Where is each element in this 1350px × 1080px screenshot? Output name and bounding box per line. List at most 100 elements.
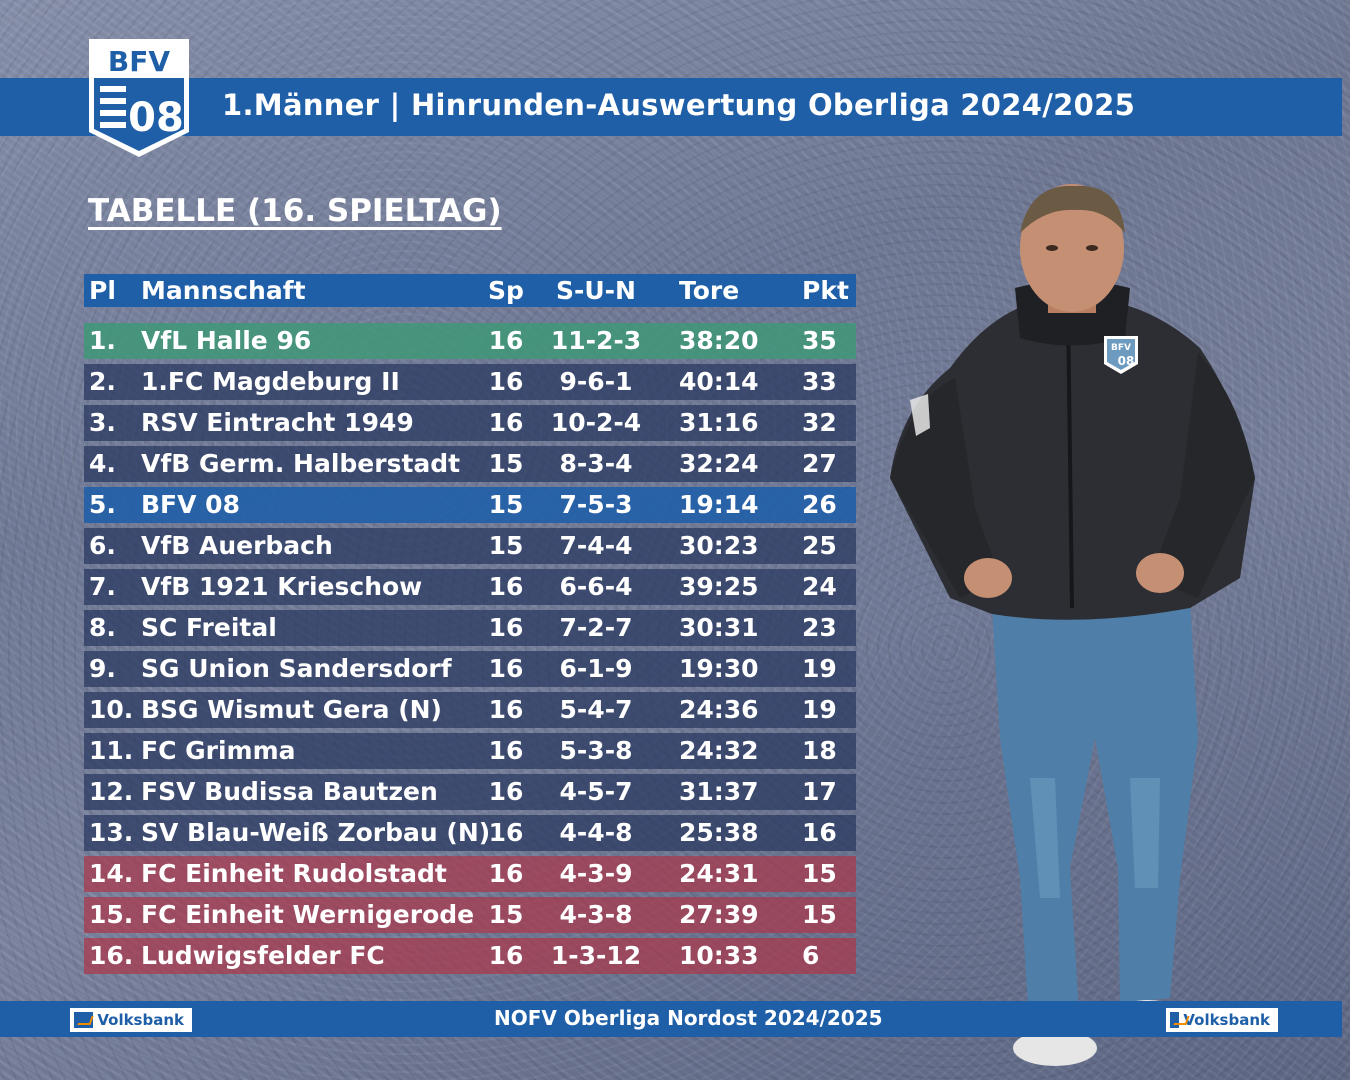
col-header-tore: Tore <box>679 276 740 305</box>
table-row: 11. FC Grimma 16 5-3-8 24:32 18 <box>84 733 856 769</box>
cell-sp: 15 <box>488 449 524 478</box>
jacket-badge-bottom: 08 <box>1118 354 1135 368</box>
table-row: 1. VfL Halle 96 16 11-2-3 38:20 35 <box>84 323 856 359</box>
col-header-sp: Sp <box>488 276 524 305</box>
cell-pl: 9. <box>89 654 116 683</box>
cell-sp: 16 <box>488 695 524 724</box>
table-row: 9. SG Union Sandersdorf 16 6-1-9 19:30 19 <box>84 651 856 687</box>
cell-tore: 10:33 <box>679 941 759 970</box>
volksbank-icon <box>1170 1012 1180 1028</box>
cell-team: BFV 08 <box>141 490 240 519</box>
cell-team: FC Grimma <box>141 736 296 765</box>
cell-team: Ludwigsfelder FC <box>141 941 385 970</box>
cell-pl: 12. <box>89 777 134 806</box>
table-row: 15. FC Einheit Wernigerode 15 4-3-8 27:39 15 <box>84 897 856 933</box>
cell-team: 1.FC Magdeburg II <box>141 367 400 396</box>
cell-team: BSG Wismut Gera (N) <box>141 695 442 724</box>
cell-pkt: 17 <box>802 777 837 806</box>
cell-team: SG Union Sandersdorf <box>141 654 452 683</box>
cell-pl: 10. <box>89 695 134 724</box>
table-row: 5. BFV 08 15 7-5-3 19:14 26 <box>84 487 856 523</box>
cell-sun: 11-2-3 <box>550 326 642 355</box>
cell-team: FC Einheit Wernigerode <box>141 900 475 929</box>
cell-pkt: 6 <box>802 941 820 970</box>
cell-sun: 7-5-3 <box>559 490 633 519</box>
cell-sp: 15 <box>488 900 524 929</box>
sponsor-logo-right: Volksbank <box>1166 1008 1278 1032</box>
cell-team: VfL Halle 96 <box>141 326 312 355</box>
cell-sun: 6-1-9 <box>559 654 633 683</box>
cell-team: VfB Auerbach <box>141 531 333 560</box>
coach-photo: BFV 08 <box>890 184 1255 1066</box>
cell-pkt: 32 <box>802 408 837 437</box>
cell-tore: 30:23 <box>679 531 759 560</box>
col-header-pkt: Pkt <box>802 276 849 305</box>
cell-sp: 15 <box>488 531 524 560</box>
table-row: 7. VfB 1921 Krieschow 16 6-6-4 39:25 24 <box>84 569 856 605</box>
cell-pl: 11. <box>89 736 134 765</box>
cell-pkt: 19 <box>802 654 837 683</box>
cell-team: FC Einheit Rudolstadt <box>141 859 447 888</box>
cell-pkt: 15 <box>802 900 837 929</box>
cell-pl: 15. <box>89 900 134 929</box>
logo-text-top: BFV <box>108 45 170 78</box>
cell-team: RSV Eintracht 1949 <box>141 408 414 437</box>
cell-sp: 16 <box>488 367 524 396</box>
cell-pl: 1. <box>89 326 116 355</box>
cell-pkt: 24 <box>802 572 837 601</box>
cell-tore: 27:39 <box>679 900 759 929</box>
sponsor-left-label: Volksbank <box>97 1011 184 1029</box>
cell-sun: 10-2-4 <box>550 408 642 437</box>
cell-pkt: 16 <box>802 818 837 847</box>
table-row: 12. FSV Budissa Bautzen 16 4-5-7 31:37 17 <box>84 774 856 810</box>
cell-sun: 5-4-7 <box>559 695 633 724</box>
cell-sun: 9-6-1 <box>559 367 633 396</box>
cell-sp: 16 <box>488 941 524 970</box>
cell-sp: 16 <box>488 613 524 642</box>
cell-tore: 38:20 <box>679 326 759 355</box>
cell-pkt: 18 <box>802 736 837 765</box>
cell-pl: 6. <box>89 531 116 560</box>
jacket-badge: BFV 08 <box>1104 336 1138 374</box>
volksbank-icon <box>74 1012 94 1028</box>
cell-tore: 31:37 <box>679 777 759 806</box>
cell-sp: 15 <box>488 490 524 519</box>
cell-pkt: 35 <box>802 326 837 355</box>
cell-pl: 7. <box>89 572 116 601</box>
page-title: 1.Männer | Hinrunden-Auswertung Oberliga… <box>222 88 1136 122</box>
cell-sun: 4-4-8 <box>559 818 633 847</box>
table-row: 8. SC Freital 16 7-2-7 30:31 23 <box>84 610 856 646</box>
cell-sp: 16 <box>488 859 524 888</box>
cell-sp: 16 <box>488 777 524 806</box>
cell-tore: 39:25 <box>679 572 759 601</box>
col-header-team: Mannschaft <box>141 276 306 305</box>
cell-team: SV Blau-Weiß Zorbau (N) <box>141 818 491 847</box>
cell-tore: 19:30 <box>679 654 759 683</box>
cell-tore: 24:32 <box>679 736 759 765</box>
header-bar <box>0 78 1342 136</box>
cell-pkt: 27 <box>802 449 837 478</box>
cell-sp: 16 <box>488 818 524 847</box>
table-header: Pl Mannschaft Sp S-U-N Tore Pkt <box>84 274 856 307</box>
table-row: 10. BSG Wismut Gera (N) 16 5-4-7 24:36 19 <box>84 692 856 728</box>
cell-pl: 14. <box>89 859 134 888</box>
cell-pkt: 25 <box>802 531 837 560</box>
cell-sp: 16 <box>488 326 524 355</box>
cell-pkt: 15 <box>802 859 837 888</box>
jacket-badge-top: BFV <box>1111 343 1131 353</box>
cell-sun: 6-6-4 <box>559 572 633 601</box>
cell-sp: 16 <box>488 408 524 437</box>
table-row: 16. Ludwigsfelder FC 16 1-3-12 10:33 6 <box>84 938 856 974</box>
cell-sun: 4-3-9 <box>559 859 633 888</box>
standings-table: Pl Mannschaft Sp S-U-N Tore Pkt 1. VfL Ha… <box>84 274 856 979</box>
cell-tore: 30:31 <box>679 613 759 642</box>
cell-pl: 13. <box>89 818 134 847</box>
cell-sp: 16 <box>488 572 524 601</box>
table-body: 1. VfL Halle 96 16 11-2-3 38:20 35 2. 1.FC Magd… <box>84 323 856 974</box>
footer-bar <box>0 1001 1342 1037</box>
cell-team: VfB 1921 Krieschow <box>141 572 423 601</box>
section-title: TABELLE (16. SPIELTAG) <box>88 193 502 229</box>
cell-pkt: 26 <box>802 490 837 519</box>
cell-pkt: 23 <box>802 613 837 642</box>
cell-pl: 5. <box>89 490 116 519</box>
